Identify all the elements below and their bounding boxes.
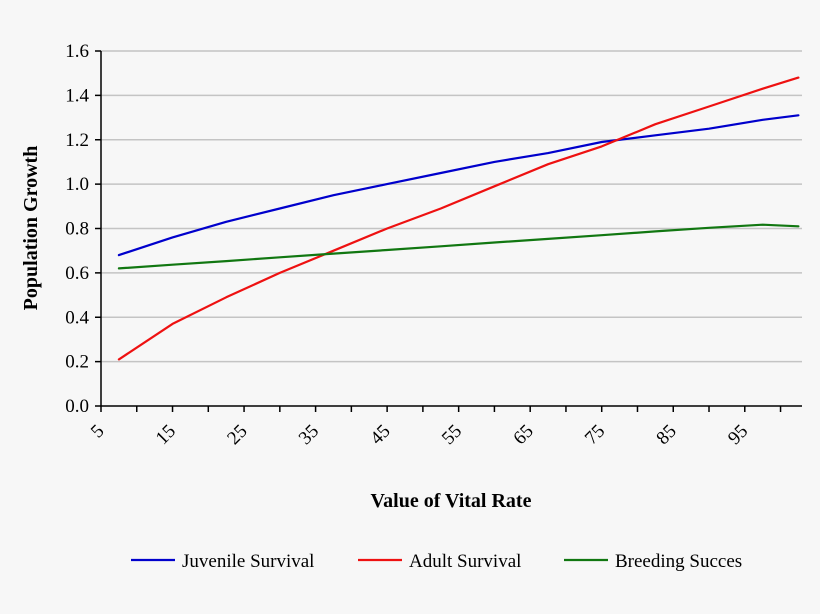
x-tick-label: 55 [438,421,466,449]
x-axis-title: Value of Vital Rate [371,490,532,512]
y-tick-label: 1.6 [65,41,89,62]
y-tick-label: 0.0 [65,396,89,417]
x-tick-label: 35 [295,421,323,449]
series-lines [117,76,800,361]
series-line-breeding-succes [117,223,800,270]
gridlines [101,50,802,363]
y-tick-label: 0.2 [65,352,89,373]
y-tick-label: 1.2 [65,130,89,151]
series-line-adult-survival [117,76,800,361]
x-axis-ticks: 5 15 25 35 45 55 65 75 85 95 [87,406,782,449]
y-tick-label: 1.4 [65,85,89,106]
x-tick-label: 95 [724,421,752,449]
x-tick-label: 65 [509,421,537,449]
x-tick-label: 85 [652,421,680,449]
x-tick-label: 45 [366,421,394,449]
x-tick-label: 25 [223,421,251,449]
x-tick-label: 75 [581,421,609,449]
series-line-juvenile-survival [117,114,800,257]
y-tick-label: 1.0 [65,174,89,195]
x-tick-label: 15 [152,421,180,449]
y-axis-title: Population Growth [20,146,42,311]
y-tick-label: 0.4 [65,307,89,328]
legend-label-adult-survival: Adult Survival [409,551,521,572]
legend: Juvenile Survival Adult Survival Breeding … [131,551,742,572]
y-tick-label: 0.6 [65,263,89,284]
y-tick-label: 0.8 [65,219,89,240]
legend-label-juvenile-survival: Juvenile Survival [182,551,314,572]
x-tick-label: 5 [87,421,109,443]
legend-label-breeding-succes: Breeding Succes [615,551,742,572]
y-axis-ticks: 0.0 0.2 0.4 0.6 0.8 1.0 1.2 1.4 1.6 [65,41,101,417]
